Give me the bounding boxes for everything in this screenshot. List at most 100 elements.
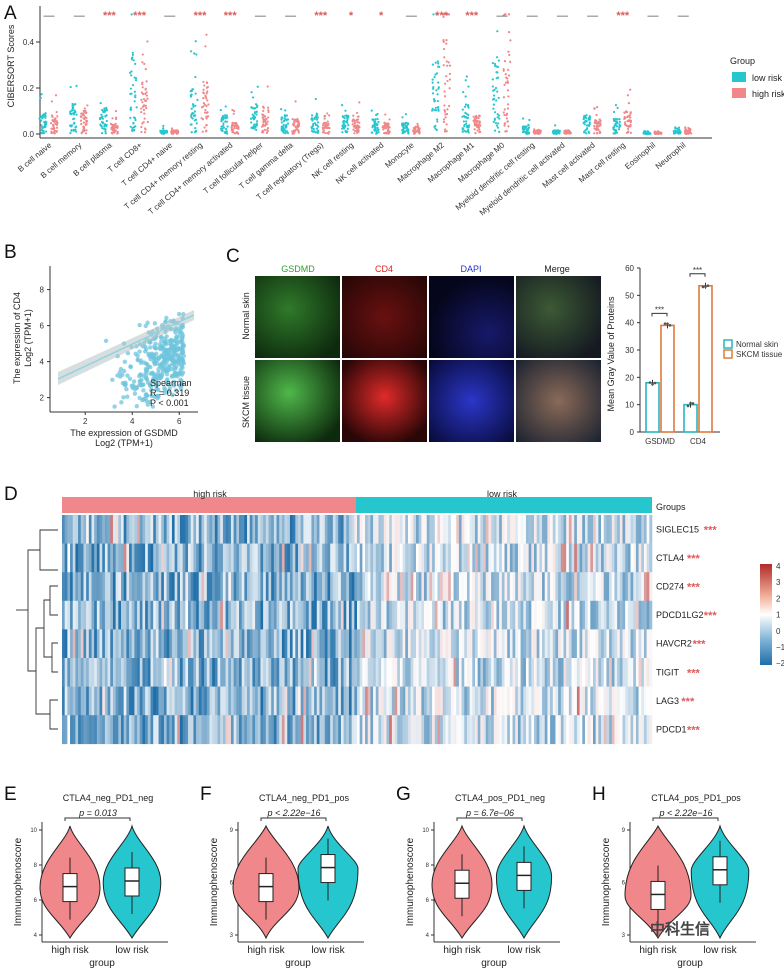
heat-cell [601,658,605,687]
heat-cell [306,629,310,659]
a-point [82,117,85,120]
a-point [101,127,104,130]
heat-cell [611,543,615,573]
heat-cell [255,629,259,659]
heat-cell [212,543,216,573]
heat-cell [303,572,307,602]
a-point [448,87,451,90]
heat-cell [370,572,374,602]
a-point [371,131,374,134]
heat-cell [104,715,108,745]
heat-cell [587,658,591,687]
b-point [147,399,152,405]
heat-cell [542,515,546,544]
heat-cell [284,658,288,687]
b-point [180,333,186,338]
a-point [202,105,205,108]
heat-cell [284,600,288,630]
heat-cell [603,629,607,659]
heat-cell [220,629,224,659]
legend-low-label: low risk [752,73,783,83]
heat-cell [110,715,114,745]
heat-cell [418,629,422,659]
heat-cell [129,515,133,544]
heat-cell [107,686,111,716]
b-point [133,385,139,390]
heat-cell [99,715,103,745]
heat-cell [306,515,310,544]
heat-cell [458,515,462,544]
heat-cell [161,515,165,544]
violin-xlabel-0: high risk [639,945,677,956]
heat-cell [64,515,68,544]
b-point [180,343,185,348]
a-point [526,129,529,132]
heat-cell [147,572,151,602]
heat-cell [542,572,546,602]
heat-cell [466,543,470,573]
a-point [251,113,254,116]
heat-cell [617,686,621,716]
a-point [443,104,446,107]
heat-cell [563,572,567,602]
a-point [472,119,475,122]
heat-cell [255,715,259,745]
heat-cell [292,515,296,544]
heat-cell [437,715,441,745]
heat-cell [552,543,556,573]
heat-cell [386,686,390,716]
b-point [166,389,171,394]
heat-cell [531,600,535,630]
heat-cell [83,515,87,544]
heat-cell [405,600,409,630]
heat-cell [442,600,446,630]
a-point [437,65,440,68]
a-point [40,93,43,96]
gene-label-LAG3: LAG3 [656,696,679,706]
heat-cell [115,715,119,745]
a-point [175,132,178,135]
b-point [159,334,164,340]
heat-cell [424,715,428,745]
heat-cell [590,572,594,602]
heat-cell [150,715,154,745]
heat-cell [434,715,438,745]
heat-cell [112,515,116,544]
heat-cell [340,686,344,716]
heat-cell [335,572,339,602]
heat-cell [346,572,350,602]
a-point [678,130,681,133]
img-skcm-cd4 [342,360,427,442]
heat-cell [539,543,543,573]
heat-cell [142,515,146,544]
a-point [434,106,437,109]
a-point [191,88,195,91]
a-point [131,128,134,132]
a-point [297,123,300,126]
heat-cell [458,543,462,573]
heat-cell [316,686,320,716]
b-point [125,373,130,378]
heat-cell [566,572,570,602]
heat-cell [332,515,336,544]
heat-cell [635,515,639,544]
heat-cell [279,515,283,544]
heat-cell [587,629,591,659]
a-point [355,111,359,115]
heat-cell [362,515,366,544]
a-point [165,131,169,134]
violin-xtitle: group [285,958,311,969]
a-point [495,77,498,80]
heat-cell [638,600,642,630]
heat-cell [193,686,197,716]
a-point [249,117,253,120]
heat-cell [568,543,572,573]
a-point [445,38,448,42]
heat-cell [365,715,369,745]
a-point [140,130,143,134]
a-point [502,14,505,17]
heat-cell [351,715,355,745]
a-point [496,113,499,116]
heat-cell [193,515,197,544]
heat-cell [614,543,618,573]
